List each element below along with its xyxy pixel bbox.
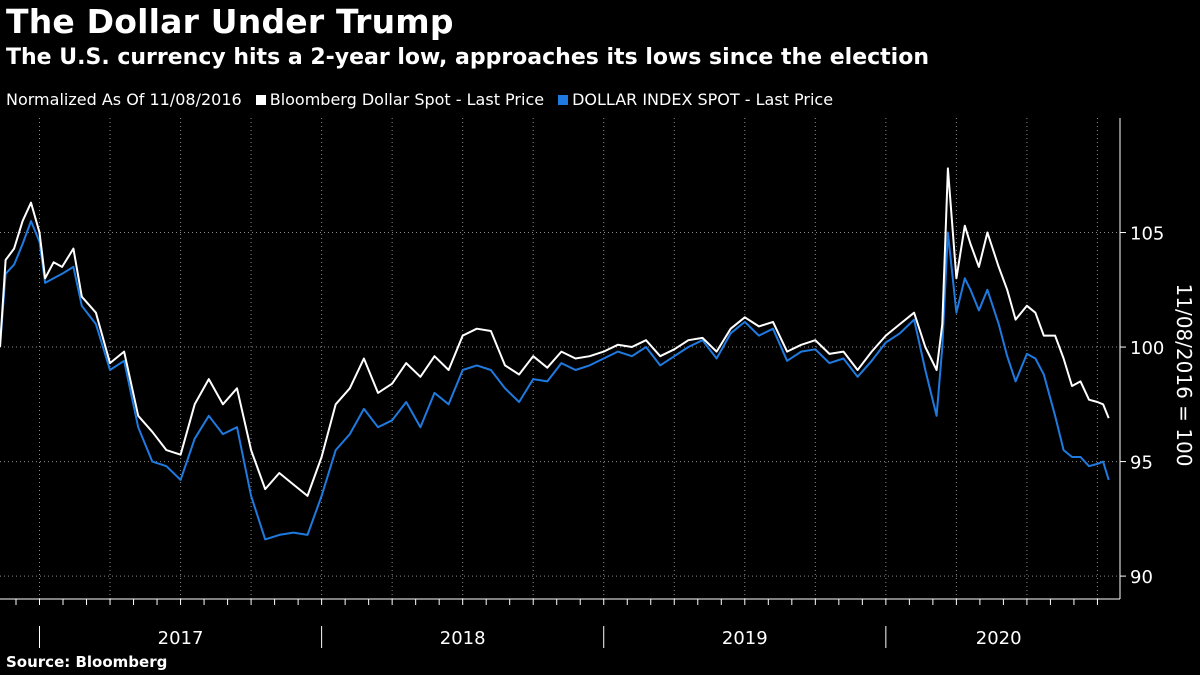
legend: Normalized As Of 11/08/2016 Bloomberg Do… — [6, 90, 833, 109]
series-lines — [0, 167, 1110, 541]
chart-title: The Dollar Under Trump — [6, 2, 454, 41]
y-tick-label: 95 — [1130, 453, 1153, 474]
legend-note: Normalized As Of 11/08/2016 — [6, 90, 242, 109]
x-year-label: 2019 — [722, 628, 768, 649]
y-tick-label: 90 — [1130, 567, 1153, 588]
chart-subtitle: The U.S. currency hits a 2-year low, app… — [6, 45, 929, 70]
x-year-label: 2017 — [158, 628, 204, 649]
grid — [0, 118, 1120, 599]
legend-swatch-white — [255, 94, 266, 105]
legend-item-dollar-index-spot: DOLLAR INDEX SPOT - Last Price — [572, 90, 834, 109]
y-axis-label: 11/08/2016 = 100 — [1172, 284, 1196, 467]
x-ticks: 2017 2018 2019 2020 — [15, 599, 1098, 649]
x-year-label: 2020 — [976, 628, 1022, 649]
x-year-label: 2018 — [440, 628, 486, 649]
y-ticks: 90 95 100 105 — [1120, 224, 1164, 588]
series-line-bloomberg-dollar-spot — [0, 167, 1110, 497]
series-line-dollar-index-spot — [0, 220, 1110, 541]
axes — [0, 118, 1121, 600]
legend-item-bloomberg-dollar-spot: Bloomberg Dollar Spot - Last Price — [269, 90, 545, 109]
y-tick-label: 100 — [1130, 338, 1164, 359]
source-note: Source: Bloomberg — [6, 653, 168, 671]
legend-swatch-blue — [558, 94, 569, 105]
y-tick-label: 105 — [1130, 224, 1164, 245]
